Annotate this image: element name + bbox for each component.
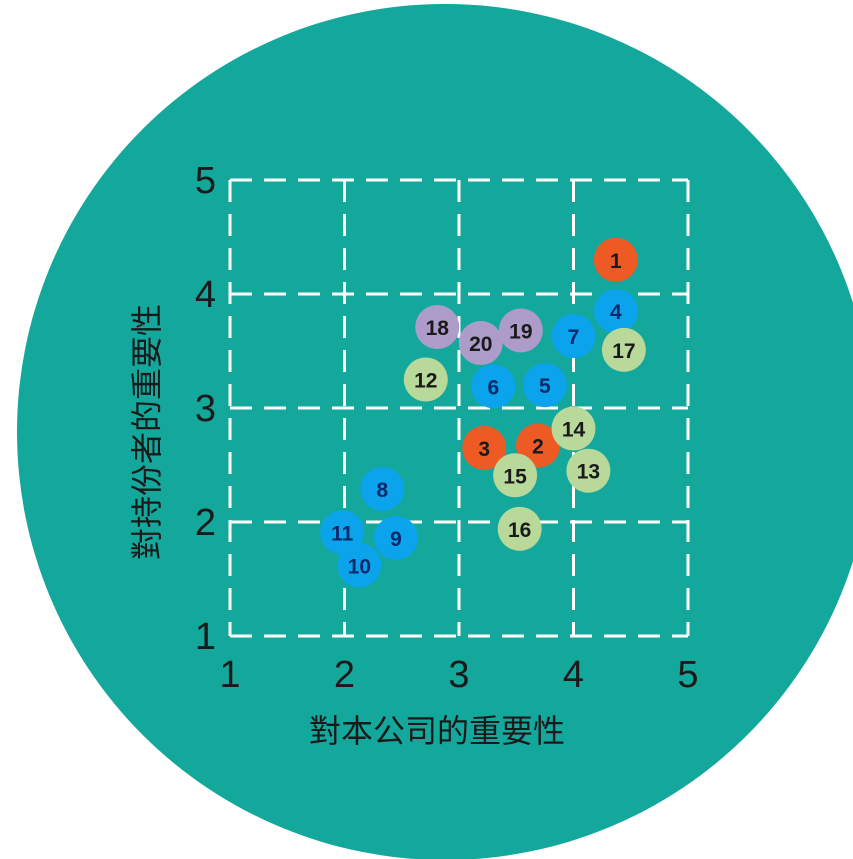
data-point-label: 13	[577, 461, 600, 484]
data-point-label: 11	[331, 522, 354, 545]
grid-lines	[228, 178, 690, 638]
data-point-label: 7	[568, 326, 580, 349]
data-point-marker	[415, 305, 460, 350]
data-point-marker	[458, 321, 503, 366]
data-point: 5	[522, 363, 567, 408]
data-point-marker	[374, 515, 419, 560]
data-point-label: 1	[610, 250, 622, 273]
data-point-marker	[337, 543, 382, 588]
data-point-marker	[516, 423, 561, 468]
data-point-label: 8	[376, 479, 388, 502]
data-point-marker	[471, 364, 516, 409]
data-point-label: 6	[488, 376, 500, 399]
data-point-label: 14	[562, 419, 586, 442]
data-point: 11	[320, 510, 365, 555]
data-point-label: 2	[532, 436, 544, 459]
x-tick-label: 3	[448, 654, 469, 696]
data-point-label: 16	[508, 519, 531, 542]
data-point-label: 15	[503, 465, 527, 488]
data-point-marker	[566, 448, 611, 493]
data-point-marker	[493, 453, 538, 498]
data-point-marker	[593, 289, 638, 334]
data-point-label: 3	[478, 438, 490, 461]
data-point-label: 10	[348, 555, 371, 578]
x-tick-label: 1	[219, 654, 240, 696]
x-tick-label: 4	[563, 654, 584, 696]
data-point: 1	[593, 237, 638, 282]
data-point-marker	[498, 308, 543, 353]
data-point: 8	[360, 466, 405, 511]
y-axis-title: 對持份者的重要性	[128, 304, 166, 560]
x-axis-ticks: 1 2 3 4 5	[219, 654, 698, 696]
data-point-label: 9	[390, 528, 402, 551]
data-point-label: 17	[612, 340, 635, 363]
y-tick-label: 3	[195, 388, 216, 430]
data-point-marker	[462, 425, 507, 470]
data-point-label: 5	[539, 375, 551, 398]
data-point-marker	[403, 357, 448, 402]
data-point-marker	[551, 406, 596, 451]
data-point-marker	[601, 327, 646, 372]
data-point: 13	[566, 448, 611, 493]
data-point: 16	[497, 506, 542, 551]
x-tick-label: 5	[677, 654, 698, 696]
data-point: 10	[337, 543, 382, 588]
data-point: 14	[551, 406, 596, 451]
data-point: 2	[516, 423, 561, 468]
data-point-label: 18	[426, 317, 450, 340]
y-tick-label: 1	[195, 616, 216, 658]
x-tick-label: 2	[334, 654, 355, 696]
data-point-marker	[320, 510, 365, 555]
data-point: 3	[462, 425, 507, 470]
data-point-label: 12	[414, 370, 437, 393]
y-tick-label: 4	[195, 274, 216, 316]
x-axis-title: 對本公司的重要性	[309, 712, 565, 750]
data-point: 9	[374, 515, 419, 560]
data-point-marker	[497, 506, 542, 551]
data-point-marker	[360, 466, 405, 511]
y-axis-ticks: 1 2 3 4 5	[195, 160, 216, 658]
data-point: 6	[471, 364, 516, 409]
data-point: 15	[493, 453, 538, 498]
data-point-marker	[593, 237, 638, 282]
background-circle	[17, 4, 853, 859]
data-point: 12	[403, 357, 448, 402]
y-tick-label: 5	[195, 160, 216, 202]
data-point: 19	[498, 308, 543, 353]
data-point: 20	[458, 321, 503, 366]
data-point-label: 19	[509, 320, 532, 343]
data-point-label: 20	[469, 333, 492, 356]
data-point: 17	[601, 327, 646, 372]
data-point: 18	[415, 305, 460, 350]
data-point-marker	[522, 363, 567, 408]
y-tick-label: 2	[195, 502, 216, 544]
data-point-marker	[551, 314, 596, 359]
data-point-label: 4	[610, 301, 622, 324]
data-point: 7	[551, 314, 596, 359]
data-point: 4	[593, 289, 638, 334]
